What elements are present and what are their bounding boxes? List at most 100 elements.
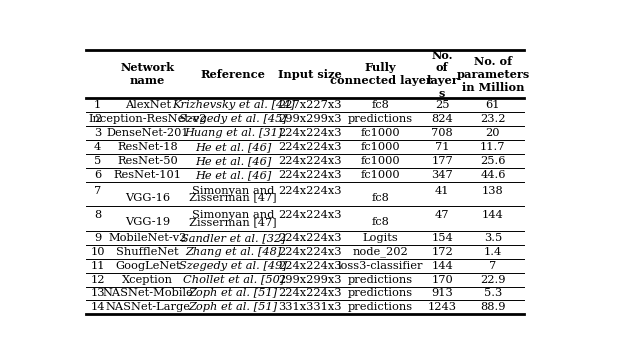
Text: Network
name: Network name [121, 62, 175, 86]
Text: fc8: fc8 [372, 217, 390, 227]
Text: VGG-19: VGG-19 [125, 217, 170, 227]
Text: 11.7: 11.7 [480, 142, 506, 152]
Text: Krizhevsky et al. [44]: Krizhevsky et al. [44] [172, 100, 295, 110]
Text: 138: 138 [482, 186, 504, 196]
Text: 1.4: 1.4 [484, 247, 502, 257]
Text: 71: 71 [435, 142, 449, 152]
Text: fc1000: fc1000 [361, 156, 401, 166]
Text: 331x331x3: 331x331x3 [278, 303, 341, 312]
Text: 5.3: 5.3 [484, 288, 502, 299]
Text: 3: 3 [94, 128, 101, 138]
Text: 88.9: 88.9 [480, 303, 506, 312]
Text: 8: 8 [94, 210, 101, 220]
Text: VGG-16: VGG-16 [125, 192, 170, 203]
Text: 177: 177 [431, 156, 453, 166]
Text: No.
of
layer
s: No. of layer s [426, 49, 458, 99]
Text: 347: 347 [431, 170, 453, 180]
Text: 20: 20 [486, 128, 500, 138]
Text: Zisserman [47]: Zisserman [47] [189, 217, 277, 227]
Text: 5: 5 [94, 156, 101, 166]
Text: 144: 144 [431, 261, 453, 271]
Text: Zoph et al. [51]: Zoph et al. [51] [189, 303, 278, 312]
Text: Zisserman [47]: Zisserman [47] [189, 192, 277, 203]
Text: predictions: predictions [348, 288, 413, 299]
Text: 41: 41 [435, 186, 449, 196]
Text: Reference: Reference [201, 69, 266, 80]
Text: 227x227x3: 227x227x3 [278, 100, 341, 110]
Text: 22.9: 22.9 [480, 275, 506, 284]
Text: Xception: Xception [122, 275, 173, 284]
Text: NASNet-Mobile: NASNet-Mobile [102, 288, 193, 299]
Text: 2: 2 [94, 114, 101, 124]
Text: 170: 170 [431, 275, 453, 284]
Text: 913: 913 [431, 288, 453, 299]
Text: 1243: 1243 [428, 303, 456, 312]
Text: 13: 13 [90, 288, 105, 299]
Text: 824: 824 [431, 114, 453, 124]
Text: 1: 1 [94, 100, 101, 110]
Text: Zoph et al. [51]: Zoph et al. [51] [189, 288, 278, 299]
Text: GoogLeNet: GoogLeNet [115, 261, 180, 271]
Text: 14: 14 [90, 303, 105, 312]
Text: 154: 154 [431, 233, 453, 243]
Text: 224x224x3: 224x224x3 [278, 186, 341, 196]
Text: 7: 7 [490, 261, 497, 271]
Text: 25.6: 25.6 [480, 156, 506, 166]
Text: 224x224x3: 224x224x3 [278, 170, 341, 180]
Text: Szegedy et al. [49]: Szegedy et al. [49] [179, 261, 287, 271]
Text: predictions: predictions [348, 275, 413, 284]
Text: 61: 61 [486, 100, 500, 110]
Text: ShuffleNet: ShuffleNet [116, 247, 179, 257]
Text: Fully
connected layer: Fully connected layer [330, 62, 431, 86]
Text: 7: 7 [94, 186, 101, 196]
Text: He et al. [46]: He et al. [46] [195, 142, 271, 152]
Text: 224x224x3: 224x224x3 [278, 233, 341, 243]
Text: Huang et al. [31]: Huang et al. [31] [184, 128, 282, 138]
Text: Simonyan and: Simonyan and [192, 210, 275, 220]
Text: AlexNet: AlexNet [125, 100, 171, 110]
Text: Sandler et al. [32]: Sandler et al. [32] [181, 233, 285, 243]
Text: 224x224x3: 224x224x3 [278, 247, 341, 257]
Text: ResNet-101: ResNet-101 [114, 170, 182, 180]
Text: 144: 144 [482, 210, 504, 220]
Text: Chollet et al. [50]: Chollet et al. [50] [182, 275, 284, 284]
Text: 3.5: 3.5 [484, 233, 502, 243]
Text: fc1000: fc1000 [361, 142, 401, 152]
Text: 25: 25 [435, 100, 449, 110]
Text: Zhang et al. [48]: Zhang et al. [48] [185, 247, 282, 257]
Text: 224x224x3: 224x224x3 [278, 288, 341, 299]
Text: 47: 47 [435, 210, 449, 220]
Text: Simonyan and: Simonyan and [192, 186, 275, 196]
Text: 6: 6 [94, 170, 101, 180]
Text: fc8: fc8 [372, 100, 390, 110]
Text: 23.2: 23.2 [480, 114, 506, 124]
Text: fc1000: fc1000 [361, 128, 401, 138]
Text: Szegedy et al. [45]: Szegedy et al. [45] [179, 114, 287, 124]
Text: 9: 9 [94, 233, 101, 243]
Text: DenseNet-201: DenseNet-201 [106, 128, 189, 138]
Text: MobileNet-v2: MobileNet-v2 [109, 233, 187, 243]
Text: He et al. [46]: He et al. [46] [195, 170, 271, 180]
Text: Input size: Input size [278, 69, 342, 80]
Text: He et al. [46]: He et al. [46] [195, 156, 271, 166]
Text: NASNet-Large: NASNet-Large [105, 303, 190, 312]
Text: 708: 708 [431, 128, 453, 138]
Text: 224x224x3: 224x224x3 [278, 210, 341, 220]
Text: 172: 172 [431, 247, 453, 257]
Text: No. of
parameters
in Million: No. of parameters in Million [456, 56, 529, 93]
Text: Logits: Logits [363, 233, 399, 243]
Text: Inception-ResNet-v2: Inception-ResNet-v2 [88, 114, 207, 124]
Text: loss3-classifier: loss3-classifier [338, 261, 423, 271]
Text: 44.6: 44.6 [480, 170, 506, 180]
Text: 11: 11 [90, 261, 105, 271]
Text: 224x224x3: 224x224x3 [278, 142, 341, 152]
Text: 299x299x3: 299x299x3 [278, 275, 341, 284]
Text: node_202: node_202 [353, 247, 408, 257]
Text: fc1000: fc1000 [361, 170, 401, 180]
Text: fc8: fc8 [372, 192, 390, 203]
Text: 224x224x3: 224x224x3 [278, 261, 341, 271]
Text: ResNet-50: ResNet-50 [117, 156, 178, 166]
Text: 10: 10 [90, 247, 105, 257]
Text: 224x224x3: 224x224x3 [278, 156, 341, 166]
Text: predictions: predictions [348, 114, 413, 124]
